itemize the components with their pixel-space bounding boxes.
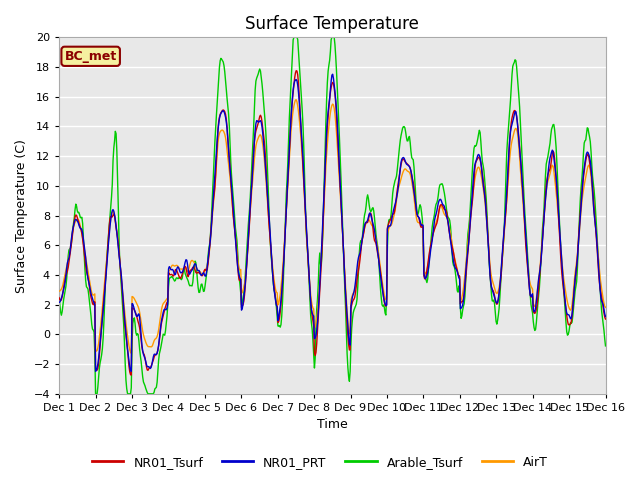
NR01_Tsurf <box>65 259 73 265</box>
AirT <box>177 266 185 272</box>
Y-axis label: Surface Temperature (C): Surface Temperature (C) <box>15 139 28 292</box>
NR01_Tsurf <box>122 326 129 332</box>
NR01_PRT <box>127 369 135 374</box>
AirT <box>416 220 424 226</box>
AirT <box>400 167 408 173</box>
Arable_Tsurf <box>416 202 424 208</box>
X-axis label: Time: Time <box>317 419 348 432</box>
Arable_Tsurf <box>207 235 214 240</box>
NR01_PRT <box>65 255 73 261</box>
AirT <box>127 350 135 356</box>
NR01_PRT <box>329 72 337 77</box>
Arable_Tsurf <box>400 124 408 130</box>
NR01_PRT <box>177 270 185 276</box>
NR01_PRT <box>602 314 609 320</box>
Arable_Tsurf <box>602 343 609 349</box>
Arable_Tsurf <box>177 277 185 283</box>
Arable_Tsurf <box>122 377 130 383</box>
NR01_PRT <box>207 238 214 243</box>
AirT <box>602 304 609 310</box>
Arable_Tsurf <box>290 35 298 40</box>
NR01_PRT <box>55 300 63 305</box>
NR01_Tsurf <box>177 274 185 279</box>
AirT <box>55 288 63 294</box>
NR01_Tsurf <box>207 235 214 241</box>
Title: Surface Temperature: Surface Temperature <box>245 15 419 33</box>
Line: AirT: AirT <box>59 100 605 353</box>
Line: Arable_Tsurf: Arable_Tsurf <box>59 37 605 394</box>
Arable_Tsurf <box>92 391 99 396</box>
Arable_Tsurf <box>55 296 63 301</box>
NR01_PRT <box>122 322 129 328</box>
Legend: NR01_Tsurf, NR01_PRT, Arable_Tsurf, AirT: NR01_Tsurf, NR01_PRT, Arable_Tsurf, AirT <box>87 451 553 474</box>
Text: BC_met: BC_met <box>65 50 116 63</box>
NR01_Tsurf <box>416 221 424 227</box>
NR01_Tsurf <box>400 157 408 163</box>
NR01_Tsurf <box>127 372 135 378</box>
NR01_Tsurf <box>602 316 609 322</box>
AirT <box>122 314 129 320</box>
Line: NR01_PRT: NR01_PRT <box>59 74 605 372</box>
Line: NR01_Tsurf: NR01_Tsurf <box>59 71 605 375</box>
NR01_Tsurf <box>55 295 63 300</box>
Arable_Tsurf <box>65 247 73 253</box>
NR01_Tsurf <box>292 68 300 73</box>
AirT <box>207 239 214 245</box>
NR01_PRT <box>416 218 424 224</box>
NR01_PRT <box>400 156 408 161</box>
AirT <box>65 254 73 260</box>
AirT <box>292 97 300 103</box>
